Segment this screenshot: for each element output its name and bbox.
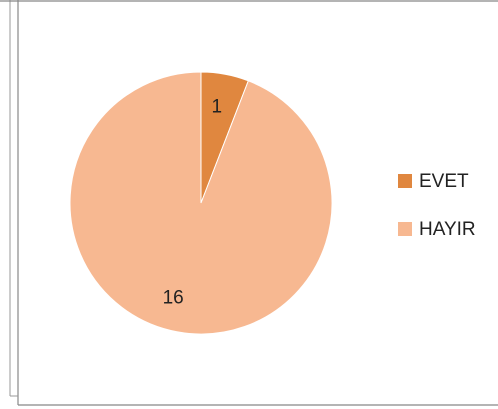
legend-swatch [398,222,412,236]
data-label: 16 [163,287,184,308]
pie-slice [69,71,333,335]
legend-label: HAYIR [419,219,476,240]
legend-label: EVET [419,171,469,192]
data-label: 1 [212,97,223,118]
legend-swatch [398,174,412,188]
